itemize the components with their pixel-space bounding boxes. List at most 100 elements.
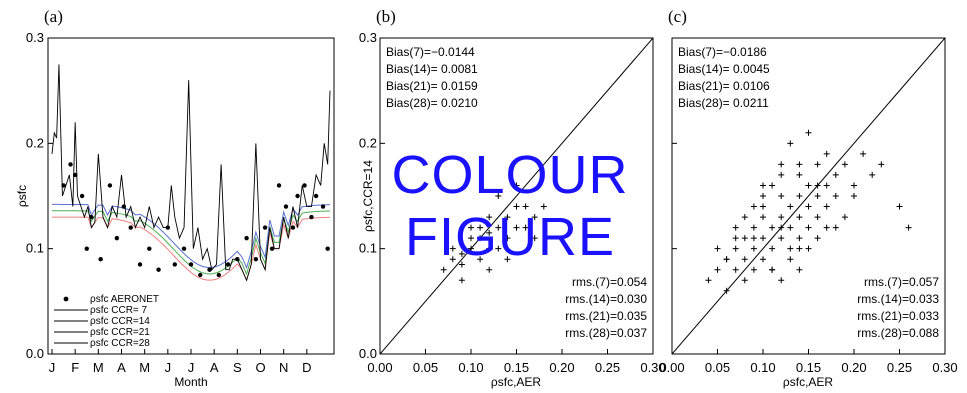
scatter-point — [778, 235, 785, 242]
scatter-point — [760, 193, 766, 199]
xtick-label: 0.20 — [549, 360, 574, 375]
scatter-point — [814, 235, 821, 242]
scatter-point — [705, 277, 712, 284]
scatter-point — [841, 214, 848, 221]
scatter-point — [477, 224, 484, 231]
scatter-point — [814, 182, 821, 189]
panel-a-ytick-label: 0.0 — [26, 346, 44, 361]
scatter-point — [504, 256, 511, 263]
rms-label: rms.(14)=0.030 — [565, 292, 647, 306]
aeronet-point — [114, 235, 120, 241]
ytick-label: 0.0 — [359, 346, 377, 361]
panel-a-xtick-label: A — [117, 360, 126, 375]
scatter-point — [851, 182, 857, 189]
scatter-point — [823, 203, 830, 210]
rms-label: rms.(28)=0.088 — [857, 326, 939, 340]
panel-a-xtick-label: S — [233, 360, 242, 375]
scatter-point — [750, 203, 757, 210]
panel-a-xtick-label: O — [255, 360, 265, 375]
panel-a-xtick-label: M — [93, 360, 104, 375]
panel-c: 0.00 0.05 0.10 0.15 0.20 0.25 0.30 ρsfc,AER Bi… — [659, 37, 958, 389]
scatter-point — [495, 245, 502, 252]
scatter-point — [468, 235, 474, 242]
scatter-point — [741, 256, 748, 263]
scatter-point — [832, 224, 839, 231]
aeronet-point — [313, 193, 319, 199]
xtick-label: 0.00 — [659, 360, 684, 375]
scatter-point — [878, 161, 885, 168]
rms-label: rms.(7)=0.057 — [864, 275, 939, 289]
bias-label: Bias(7)=−0.0144 — [386, 45, 475, 59]
scatter-point — [787, 245, 794, 252]
panel-a-xlabel: Month — [174, 375, 207, 389]
scatter-point — [778, 214, 785, 221]
scatter-point — [741, 235, 748, 242]
scatter-point — [504, 214, 511, 221]
panel-label-b: (b) — [376, 7, 396, 26]
panel-label-c: (c) — [668, 7, 687, 26]
scatter-point — [796, 161, 803, 168]
scatter-point — [805, 245, 812, 252]
scatter-point — [458, 277, 465, 284]
scatter-point — [750, 245, 757, 252]
scatter-point — [814, 161, 821, 168]
scatter-point — [823, 182, 830, 189]
bias-label: Bias(14)= 0.0081 — [386, 62, 478, 76]
aeronet-point — [302, 183, 307, 188]
aeronet-point — [295, 193, 300, 199]
scatter-point — [714, 266, 721, 273]
scatter-point — [796, 235, 803, 242]
scatter-point — [741, 214, 748, 221]
scatter-point — [769, 245, 776, 252]
scatter-point — [732, 266, 739, 273]
xtick-label: 0.05 — [705, 360, 730, 375]
xtick-label: 0.15 — [504, 360, 529, 375]
aeronet-point — [181, 246, 187, 251]
ytick-label: 0.1 — [359, 241, 377, 256]
xtick-label: 0.10 — [458, 360, 483, 375]
panel-b-ylabel: ρsfc,CCR=14 — [361, 160, 375, 232]
scatter-point — [814, 193, 821, 199]
scatter-point — [769, 182, 776, 189]
scatter-point — [860, 150, 867, 157]
scatter-point — [732, 245, 739, 252]
scatter-point — [760, 182, 766, 189]
legend-label: ρsfc CCR=14 — [90, 316, 150, 327]
rms-label: rms.(14)=0.033 — [857, 292, 939, 306]
scatter-point — [714, 245, 721, 252]
scatter-point — [805, 182, 812, 189]
scatter-point — [787, 203, 794, 210]
scatter-point — [513, 203, 520, 210]
aeronet-point — [68, 162, 73, 167]
aeronet-point — [262, 225, 268, 230]
aeronet-point — [98, 257, 103, 262]
aeronet-point — [253, 257, 259, 262]
panel-a-ytick-label: 0.3 — [26, 30, 44, 45]
scatter-point — [449, 256, 456, 263]
aeronet-point — [79, 193, 85, 199]
bias-label: Bias(28)= 0.0211 — [678, 96, 769, 110]
scatter-point — [832, 171, 839, 178]
legend-label: ρsfc CCR=21 — [90, 327, 150, 338]
scatter-point — [832, 193, 839, 199]
panel-a-xtick-label: M — [139, 360, 150, 375]
xtick-label: 0.05 — [413, 360, 438, 375]
scatter-point — [760, 256, 766, 263]
scatter-point — [787, 140, 794, 147]
scatter-point — [778, 224, 785, 231]
aeronet-point — [72, 172, 78, 178]
aeronet-point — [269, 246, 275, 251]
aeronet-point — [172, 262, 177, 267]
aeronet-point — [89, 214, 94, 220]
scatter-point — [787, 256, 794, 263]
xtick-label: 0.10 — [750, 360, 775, 375]
one-to-one-line — [672, 38, 945, 354]
scatter-point — [778, 277, 785, 284]
scatter-point — [769, 266, 776, 273]
rms-label: rms.(21)=0.033 — [857, 309, 939, 323]
panel-a-xtick-label: N — [279, 360, 288, 375]
aeronet-point — [283, 204, 289, 209]
scatter-point — [760, 235, 766, 242]
